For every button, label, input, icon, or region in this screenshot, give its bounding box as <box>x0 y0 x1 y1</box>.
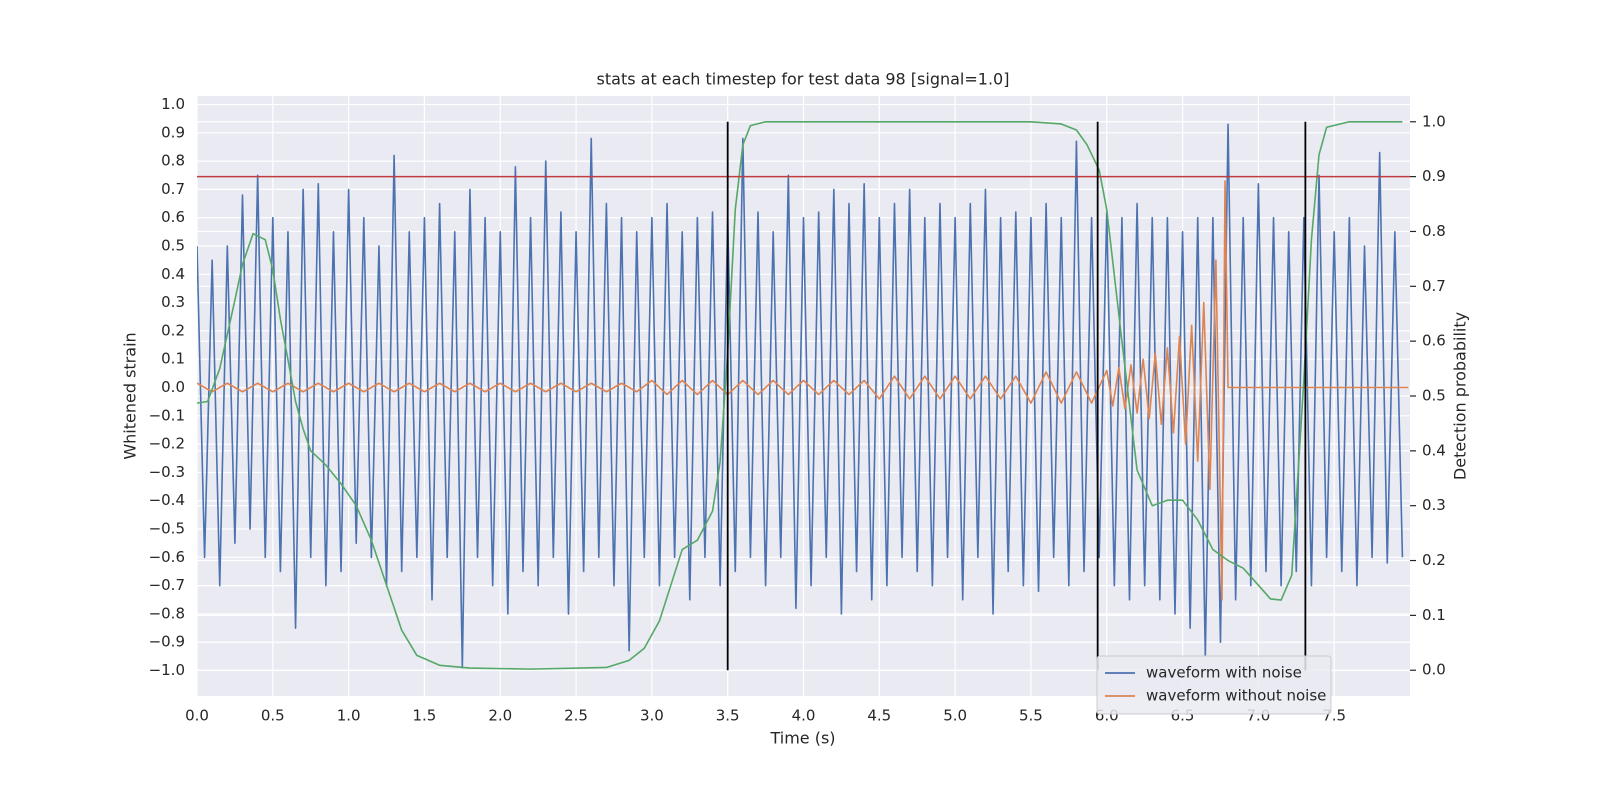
x-tick-label: 1.0 <box>337 707 361 725</box>
y-tick-label: 0.6 <box>161 208 185 226</box>
y-tick-label: 0.3 <box>161 293 185 311</box>
series-line <box>197 180 1409 601</box>
y-tick-label: −0.3 <box>149 463 185 481</box>
y-tick-label: 0.2 <box>161 321 185 339</box>
y-tick-label: 0.7 <box>161 180 185 198</box>
y2-tick-label: 0.4 <box>1422 441 1446 459</box>
y2-tick-label: 0.0 <box>1422 661 1446 679</box>
x-tick-label: 4.5 <box>867 707 891 725</box>
y-tick-label: −1.0 <box>149 661 185 679</box>
y-tick-label: 0.5 <box>161 237 185 255</box>
legend-box <box>1096 655 1332 715</box>
plot-area <box>197 120 1410 671</box>
y2-tick-label: 0.6 <box>1422 332 1446 350</box>
y-tick-label: 0.4 <box>161 265 185 283</box>
y-tick-label: −0.1 <box>149 406 185 424</box>
y-tick-label: −0.9 <box>149 633 185 651</box>
y-tick-label: 1.0 <box>161 95 185 113</box>
chart-title: stats at each timestep for test data 98 … <box>597 70 1010 89</box>
y2-tick-label: 0.9 <box>1422 167 1446 185</box>
y2-axis-label: Detection probability <box>1451 312 1470 480</box>
y-tick-label: −0.2 <box>149 435 185 453</box>
y-tick-label: 0.9 <box>161 123 185 141</box>
y-tick-label: −0.5 <box>149 520 185 538</box>
y-tick-label: −0.4 <box>149 491 185 509</box>
y-tick-label: −0.8 <box>149 604 185 622</box>
legend-label: waveform with noise <box>1146 664 1302 682</box>
x-tick-label: 1.5 <box>413 707 437 725</box>
x-tick-label: 3.5 <box>716 707 740 725</box>
legend: waveform with noise waveform without nois… <box>1096 655 1332 715</box>
y2-tick-label: 0.5 <box>1422 387 1446 405</box>
series-line <box>197 123 1404 669</box>
y-tick-label: −0.6 <box>149 548 185 566</box>
y2-tick-label: 1.0 <box>1422 112 1446 130</box>
x-tick-label: 3.0 <box>640 707 664 725</box>
y-tick-label: 0.0 <box>161 378 185 396</box>
y2-tick-label: 0.3 <box>1422 496 1446 514</box>
series-line <box>197 120 1403 670</box>
x-tick-label: 5.0 <box>943 707 967 725</box>
x-tick-label: 2.5 <box>564 707 588 725</box>
x-tick-label: 0.5 <box>261 707 285 725</box>
x-tick-label: 5.5 <box>1019 707 1043 725</box>
x-axis-label: Time (s) <box>769 729 835 748</box>
x-tick-label: 4.0 <box>792 707 816 725</box>
x-tick-label: 0.0 <box>185 707 209 725</box>
x-tick-label: 2.0 <box>488 707 512 725</box>
legend-label: waveform without noise <box>1146 687 1326 705</box>
y-axis-label: Whitened strain <box>121 332 140 459</box>
y2-tick-label: 0.2 <box>1422 551 1446 569</box>
y-tick-label: 0.8 <box>161 152 185 170</box>
y2-tick-label: 0.1 <box>1422 606 1446 624</box>
y2-tick-label: 0.7 <box>1422 277 1446 295</box>
y-tick-label: −0.7 <box>149 576 185 594</box>
y2-tick-label: 0.8 <box>1422 222 1446 240</box>
y-tick-label: 0.1 <box>161 350 185 368</box>
